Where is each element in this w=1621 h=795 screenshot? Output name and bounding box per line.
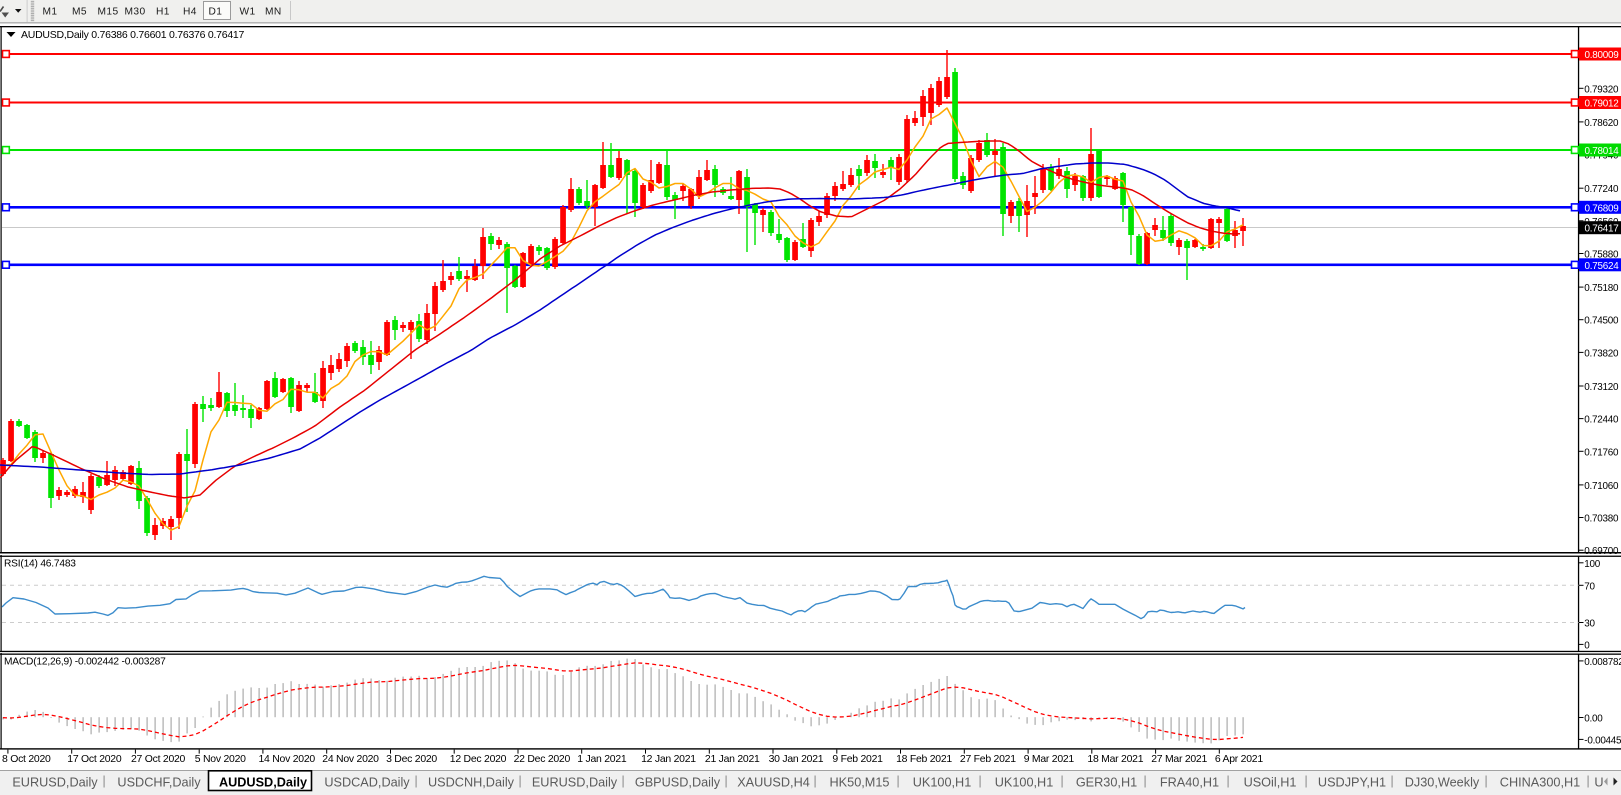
svg-text:12 Dec 2020: 12 Dec 2020 — [450, 754, 507, 765]
svg-text:0.73120: 0.73120 — [1584, 382, 1619, 393]
svg-text:-0.004452: -0.004452 — [1584, 735, 1621, 746]
svg-text:UK100,H1: UK100,H1 — [995, 775, 1054, 789]
svg-text:0.75624: 0.75624 — [1585, 261, 1620, 272]
svg-text:M1: M1 — [43, 7, 58, 18]
svg-text:H1: H1 — [156, 7, 170, 18]
svg-text:9 Feb 2021: 9 Feb 2021 — [832, 754, 883, 765]
svg-text:0.79012: 0.79012 — [1585, 99, 1619, 110]
svg-text:18 Mar 2021: 18 Mar 2021 — [1087, 754, 1143, 765]
svg-text:100: 100 — [1584, 559, 1600, 570]
svg-text:21 Jan 2021: 21 Jan 2021 — [705, 754, 760, 765]
svg-text:0.71060: 0.71060 — [1584, 481, 1619, 492]
svg-text:GBPUSD,Daily: GBPUSD,Daily — [635, 775, 721, 789]
svg-text:D1: D1 — [209, 7, 223, 18]
svg-text:DJ30,Weekly: DJ30,Weekly — [1405, 775, 1480, 789]
svg-text:EURUSD,Daily: EURUSD,Daily — [12, 775, 98, 789]
svg-text:9 Mar 2021: 9 Mar 2021 — [1024, 754, 1075, 765]
svg-text:0.008782: 0.008782 — [1584, 657, 1621, 668]
svg-text:GER30,H1: GER30,H1 — [1076, 775, 1137, 789]
svg-text:24 Nov 2020: 24 Nov 2020 — [322, 754, 379, 765]
svg-text:0.71760: 0.71760 — [1584, 447, 1619, 458]
svg-text:AUDUSD,Daily: AUDUSD,Daily — [219, 775, 307, 789]
svg-text:70: 70 — [1584, 581, 1595, 592]
svg-text:0.73820: 0.73820 — [1584, 348, 1619, 359]
svg-text:0.74500: 0.74500 — [1584, 316, 1619, 327]
svg-text:18 Feb 2021: 18 Feb 2021 — [896, 754, 952, 765]
svg-text:1 Jan 2021: 1 Jan 2021 — [577, 754, 627, 765]
svg-text:0.78620: 0.78620 — [1584, 118, 1619, 129]
svg-text:8 Oct 2020: 8 Oct 2020 — [2, 754, 51, 765]
svg-text:0.77240: 0.77240 — [1584, 184, 1619, 195]
svg-text:U: U — [1594, 775, 1603, 789]
svg-text:W1: W1 — [240, 7, 256, 18]
svg-text:0: 0 — [1584, 640, 1590, 651]
svg-text:22 Dec 2020: 22 Dec 2020 — [514, 754, 571, 765]
svg-text:0.76417: 0.76417 — [1585, 224, 1619, 235]
svg-text:27 Feb 2021: 27 Feb 2021 — [960, 754, 1016, 765]
svg-text:3 Dec 2020: 3 Dec 2020 — [386, 754, 437, 765]
svg-text:USDCHF,Daily: USDCHF,Daily — [117, 775, 201, 789]
svg-text:30 Jan 2021: 30 Jan 2021 — [769, 754, 824, 765]
svg-text:0.69700: 0.69700 — [1584, 546, 1619, 557]
svg-text:6 Apr 2021: 6 Apr 2021 — [1215, 754, 1263, 765]
svg-text:M30: M30 — [125, 7, 146, 18]
svg-text:5 Nov 2020: 5 Nov 2020 — [195, 754, 246, 765]
svg-text:HK50,M15: HK50,M15 — [830, 775, 890, 789]
svg-text:M5: M5 — [72, 7, 87, 18]
svg-text:0.80009: 0.80009 — [1585, 50, 1620, 61]
svg-text:XAUUSD,H4: XAUUSD,H4 — [737, 775, 810, 789]
svg-text:RSI(14) 46.7483: RSI(14) 46.7483 — [4, 559, 76, 570]
svg-text:0.70380: 0.70380 — [1584, 514, 1619, 525]
svg-text:14 Nov 2020: 14 Nov 2020 — [259, 754, 316, 765]
svg-text:0.75180: 0.75180 — [1584, 283, 1619, 294]
svg-text:30: 30 — [1584, 619, 1595, 630]
svg-text:MACD(12,26,9) -0.002442 -0.003: MACD(12,26,9) -0.002442 -0.003287 — [4, 657, 166, 668]
svg-text:USDCNH,Daily: USDCNH,Daily — [428, 775, 515, 789]
svg-text:AUDUSD,Daily 0.76386 0.76601: AUDUSD,Daily 0.76386 0.76601 0.76376 0.7… — [21, 29, 244, 41]
svg-text:0.72440: 0.72440 — [1584, 415, 1619, 426]
svg-text:USDJPY,H1: USDJPY,H1 — [1318, 775, 1386, 789]
svg-text:H4: H4 — [183, 7, 197, 18]
svg-text:USOil,H1: USOil,H1 — [1244, 775, 1297, 789]
svg-text:USDCAD,Daily: USDCAD,Daily — [324, 775, 410, 789]
svg-text:FRA40,H1: FRA40,H1 — [1160, 775, 1219, 789]
svg-text:M15: M15 — [98, 7, 119, 18]
svg-text:0.78014: 0.78014 — [1585, 146, 1620, 157]
svg-text:17 Oct 2020: 17 Oct 2020 — [67, 754, 122, 765]
svg-text:UK100,H1: UK100,H1 — [913, 775, 972, 789]
svg-text:27 Oct 2020: 27 Oct 2020 — [131, 754, 186, 765]
svg-text:EURUSD,Daily: EURUSD,Daily — [532, 775, 618, 789]
svg-text:0.76809: 0.76809 — [1585, 203, 1620, 214]
svg-text:27 Mar 2021: 27 Mar 2021 — [1151, 754, 1207, 765]
svg-text:MN: MN — [265, 7, 282, 18]
svg-text:0.79320: 0.79320 — [1584, 84, 1619, 95]
svg-text:0.00: 0.00 — [1584, 714, 1603, 725]
svg-text:12 Jan 2021: 12 Jan 2021 — [641, 754, 696, 765]
svg-text:0.75880: 0.75880 — [1584, 250, 1619, 261]
svg-text:CHINA300,H1: CHINA300,H1 — [1500, 775, 1580, 789]
